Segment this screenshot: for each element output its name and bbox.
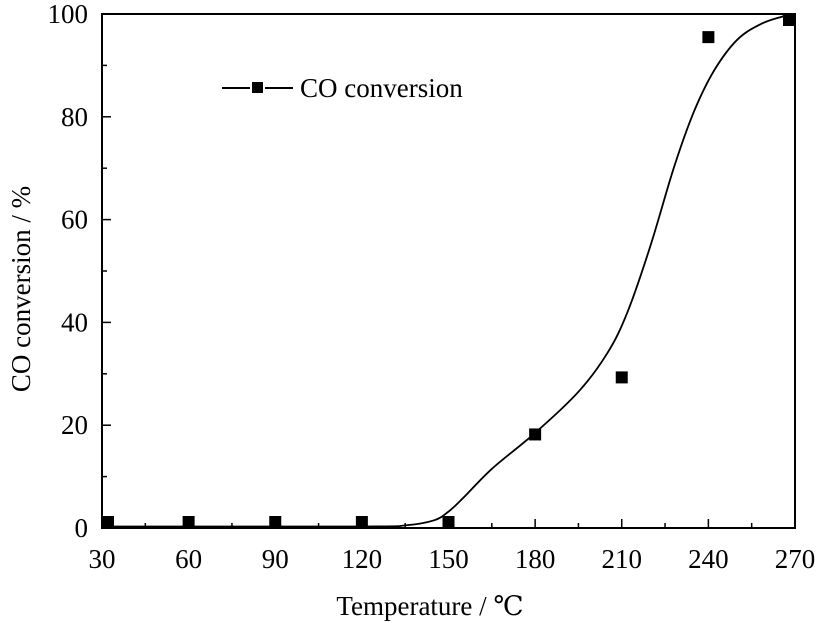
- data-point: [269, 516, 282, 528]
- y-tick-label: 20: [61, 410, 88, 440]
- x-tick-label: 240: [688, 544, 729, 574]
- x-tick-label: 90: [262, 544, 289, 574]
- data-point: [442, 516, 455, 528]
- data-point: [783, 14, 795, 26]
- legend-marker: [252, 82, 263, 93]
- y-tick-label: 80: [61, 102, 88, 132]
- data-point: [702, 31, 715, 44]
- x-tick-label: 30: [89, 544, 116, 574]
- legend: CO conversion: [222, 73, 463, 103]
- x-axis-title: Temperature / ℃: [336, 591, 523, 621]
- y-tick-label: 100: [48, 0, 89, 29]
- fit-curve: [101, 13, 796, 528]
- data-points: [102, 14, 795, 528]
- data-point: [355, 516, 368, 528]
- fit-curve-layer: [101, 13, 796, 528]
- x-tick-label: 180: [515, 544, 556, 574]
- y-tick-label: 0: [75, 513, 89, 543]
- x-tick-label: 60: [175, 544, 202, 574]
- data-point: [529, 428, 542, 441]
- axis-ticks: [101, 13, 796, 529]
- x-tick-label: 120: [342, 544, 383, 574]
- data-point: [102, 516, 114, 528]
- x-tick-label: 270: [775, 544, 816, 574]
- y-tick-label: 40: [61, 307, 88, 337]
- data-point: [615, 371, 628, 384]
- legend-label: CO conversion: [300, 73, 463, 103]
- x-tick-label: 150: [428, 544, 469, 574]
- y-axis-title: CO conversion / %: [6, 186, 36, 392]
- data-point: [182, 516, 195, 528]
- y-tick-label: 60: [61, 205, 88, 235]
- tick-labels: 30 60 90 120 150 180 210 240 270 0 20 40 60 80 100: [48, 0, 816, 574]
- x-tick-label: 210: [602, 544, 643, 574]
